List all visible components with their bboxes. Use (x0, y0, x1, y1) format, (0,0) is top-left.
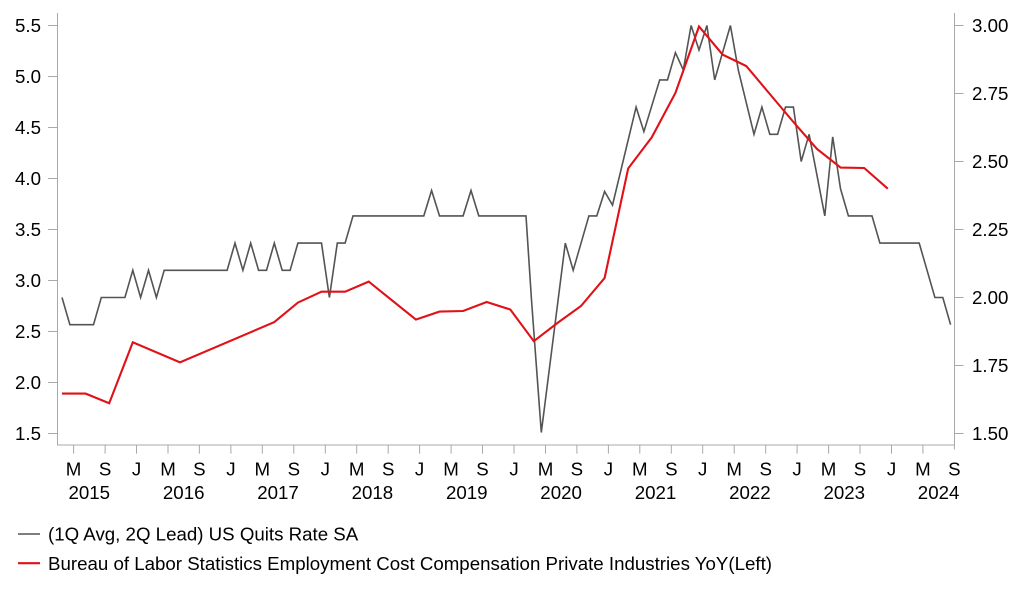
svg-text:M: M (66, 459, 82, 480)
svg-text:4.5: 4.5 (15, 117, 41, 138)
svg-text:2.25: 2.25 (972, 219, 1008, 240)
svg-text:5.0: 5.0 (15, 66, 41, 87)
svg-text:S: S (948, 459, 960, 480)
svg-text:3.00: 3.00 (972, 15, 1008, 36)
svg-text:2017: 2017 (257, 482, 299, 503)
svg-text:M: M (726, 459, 742, 480)
svg-text:S: S (193, 459, 205, 480)
svg-text:M: M (349, 459, 365, 480)
svg-text:M: M (538, 459, 554, 480)
svg-text:J: J (226, 459, 235, 480)
svg-text:3.0: 3.0 (15, 270, 41, 291)
svg-text:2022: 2022 (729, 482, 771, 503)
svg-text:M: M (160, 459, 176, 480)
svg-text:2023: 2023 (824, 482, 866, 503)
svg-text:S: S (288, 459, 300, 480)
svg-text:2018: 2018 (352, 482, 394, 503)
svg-text:2019: 2019 (446, 482, 488, 503)
svg-text:M: M (255, 459, 271, 480)
svg-text:S: S (571, 459, 583, 480)
svg-text:S: S (759, 459, 771, 480)
svg-text:1.5: 1.5 (15, 423, 41, 444)
svg-text:5.5: 5.5 (15, 15, 41, 36)
svg-text:J: J (509, 459, 518, 480)
svg-text:J: J (698, 459, 707, 480)
svg-text:2.00: 2.00 (972, 287, 1008, 308)
svg-text:J: J (887, 459, 896, 480)
svg-text:S: S (665, 459, 677, 480)
svg-text:J: J (604, 459, 613, 480)
svg-text:2024: 2024 (918, 482, 960, 503)
svg-text:M: M (821, 459, 837, 480)
svg-text:2020: 2020 (540, 482, 582, 503)
svg-text:(1Q Avg, 2Q Lead) US Quits Rat: (1Q Avg, 2Q Lead) US Quits Rate SA (48, 524, 359, 545)
svg-text:2016: 2016 (163, 482, 205, 503)
svg-text:1.50: 1.50 (972, 423, 1008, 444)
svg-text:S: S (476, 459, 488, 480)
svg-text:S: S (99, 459, 111, 480)
svg-text:2.5: 2.5 (15, 321, 41, 342)
svg-text:J: J (415, 459, 424, 480)
svg-text:3.5: 3.5 (15, 219, 41, 240)
svg-text:M: M (915, 459, 931, 480)
svg-text:S: S (854, 459, 866, 480)
svg-text:S: S (382, 459, 394, 480)
svg-text:2021: 2021 (635, 482, 677, 503)
svg-text:1.75: 1.75 (972, 355, 1008, 376)
svg-text:2015: 2015 (69, 482, 111, 503)
svg-text:2.75: 2.75 (972, 83, 1008, 104)
svg-text:M: M (632, 459, 648, 480)
svg-text:4.0: 4.0 (15, 168, 41, 189)
svg-text:J: J (792, 459, 801, 480)
svg-text:J: J (132, 459, 141, 480)
svg-text:M: M (443, 459, 459, 480)
svg-text:2.0: 2.0 (15, 372, 41, 393)
svg-text:2.50: 2.50 (972, 151, 1008, 172)
svg-text:J: J (321, 459, 330, 480)
svg-text:Bureau of Labor Statistics Emp: Bureau of Labor Statistics Employment Co… (48, 553, 772, 574)
